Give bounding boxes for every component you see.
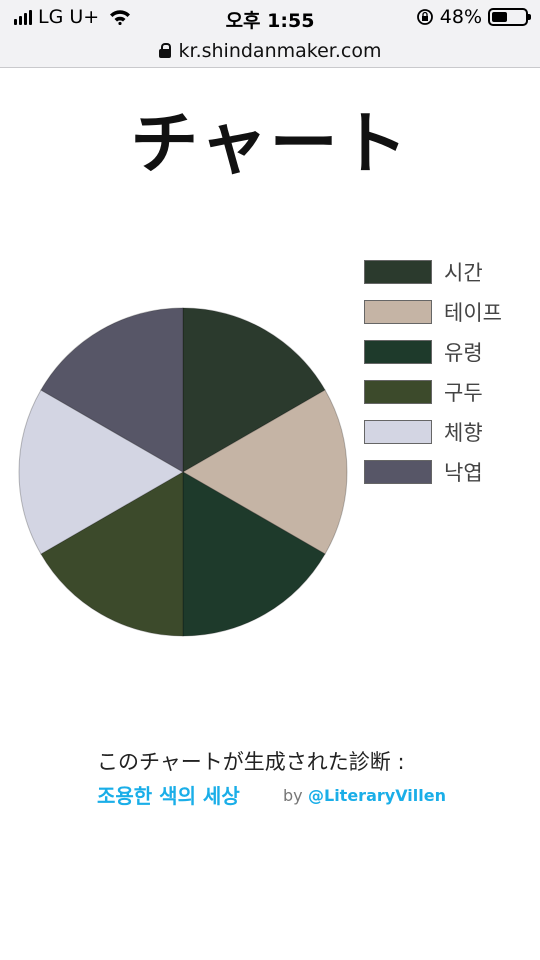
pie-slice-0 <box>182 307 326 473</box>
status-left: LG U+ <box>14 6 131 28</box>
address-bar[interactable]: kr.shindanmaker.com <box>0 34 540 68</box>
legend-item: 유령 <box>364 332 502 372</box>
wifi-icon <box>110 10 131 25</box>
status-right: 48% <box>416 6 531 28</box>
status-bar: LG U+ 오후 1:55 48% <box>0 0 540 34</box>
diagnosis-caption: このチャートが生成された診断 : <box>97 750 405 774</box>
pie-slice-2 <box>182 471 326 637</box>
by-label: by <box>283 786 303 805</box>
pie-slice-1 <box>182 389 348 555</box>
rotation-lock-icon <box>416 9 433 25</box>
legend-item: 체향 <box>364 412 502 452</box>
pie-slice-3 <box>40 471 184 637</box>
legend-item: 낙엽 <box>364 452 502 492</box>
legend-swatch <box>364 300 432 324</box>
legend-swatch <box>364 460 432 484</box>
battery-percent: 48% <box>439 6 482 28</box>
legend-label: 체향 <box>444 421 483 445</box>
legend-label: 테이프 <box>444 301 502 325</box>
legend-swatch <box>364 260 432 284</box>
legend-label: 유령 <box>444 341 483 365</box>
status-time: 오후 1:55 <box>225 10 315 32</box>
legend-label: 시간 <box>444 261 483 285</box>
battery-icon <box>488 8 531 26</box>
pie-chart <box>18 307 348 637</box>
legend-swatch <box>364 380 432 404</box>
legend-item: 테이프 <box>364 292 502 332</box>
legend-label: 구두 <box>444 381 483 405</box>
url-text[interactable]: kr.shindanmaker.com <box>178 39 382 62</box>
legend-swatch <box>364 340 432 364</box>
carrier-label: LG U+ <box>38 6 100 28</box>
page-title: チャート <box>130 105 410 184</box>
legend-label: 낙엽 <box>444 461 483 485</box>
battery-level <box>492 12 508 22</box>
pie-slice-5 <box>40 307 184 473</box>
legend-item: 구두 <box>364 372 502 412</box>
lock-icon <box>158 43 171 58</box>
pie-slice-4 <box>18 389 185 555</box>
author-link[interactable]: @LiteraryVillen <box>308 786 446 805</box>
diagnosis-link[interactable]: 조용한 색의 세상 <box>97 784 240 808</box>
signal-icon <box>14 9 32 25</box>
legend-item: 시간 <box>364 252 502 292</box>
legend-swatch <box>364 420 432 444</box>
